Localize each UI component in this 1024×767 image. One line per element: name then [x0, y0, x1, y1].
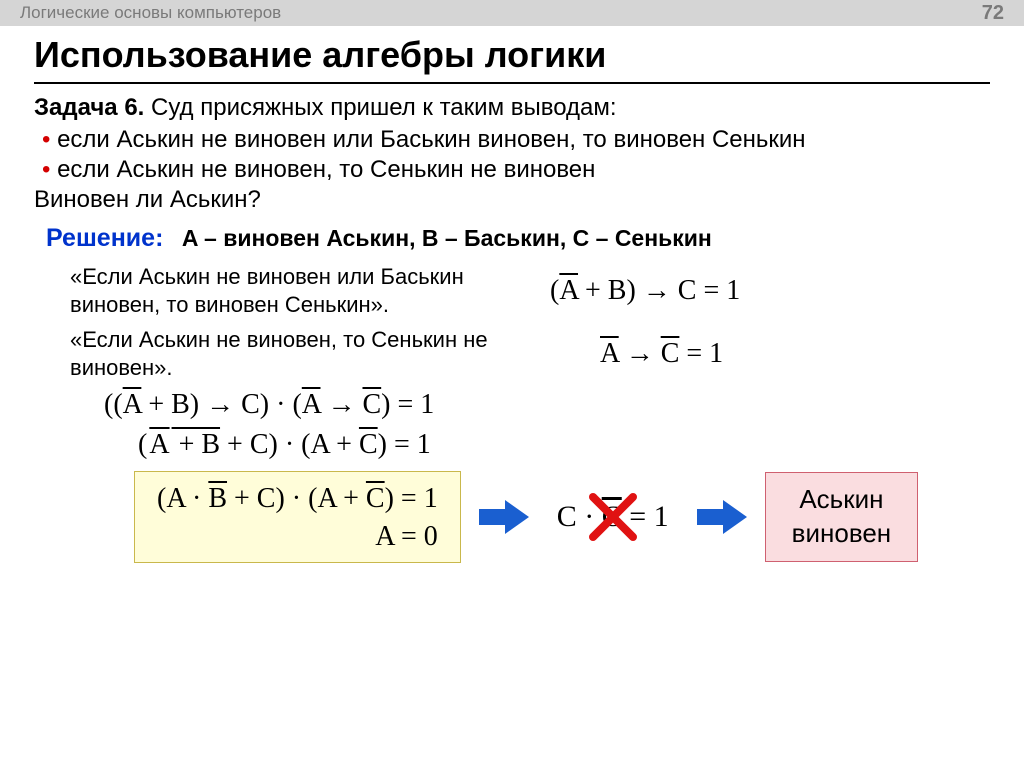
page-title: Использование алгебры логики: [34, 34, 990, 84]
formula-2: A → C = 1: [600, 338, 723, 370]
premise-2-text: «Если Аськин не виновен, то Сенькин не в…: [70, 326, 510, 381]
bullet-1-text: если Аськин не виновен или Баськин винов…: [57, 126, 805, 153]
header-topic: Логические основы компьютеров: [20, 3, 281, 23]
answer-line-2: виновен: [792, 518, 892, 548]
bullet-1: • если Аськин не виновен или Баськин вин…: [46, 126, 990, 154]
task-label: Задача 6.: [34, 94, 144, 121]
derivation-line-2: (A + B + C) · (A + C) = 1: [104, 429, 990, 461]
header-bar: Логические основы компьютеров 72: [0, 0, 1024, 26]
arrow-icon: [479, 500, 529, 534]
derivation-line-1: ((A + B) → C) · (A → C) = 1: [104, 389, 990, 421]
slide-content: Использование алгебры логики Задача 6. С…: [0, 26, 1024, 563]
answer-box: Аськин виновен: [765, 472, 919, 562]
solution-header: Решение: A – виновен Аськин, B – Баськин…: [34, 224, 990, 253]
task-intro: Задача 6. Суд присяжных пришел к таким в…: [34, 94, 990, 122]
result-row: (A · B + C) · (A + C) = 1 A = 0 C · C = …: [34, 471, 990, 563]
task-question: Виновен ли Аськин?: [34, 186, 990, 214]
premise-row-2: «Если Аськин не виновен, то Сенькин не в…: [34, 326, 990, 381]
derivation-block: ((A + B) → C) · (A → C) = 1 (A + B + C) …: [34, 389, 990, 461]
bullet-2: • если Аськин не виновен, то Сенькин не …: [46, 156, 990, 184]
arrow-icon: [697, 500, 747, 534]
bullet-2-text: если Аськин не виновен, то Сенькин не ви…: [57, 156, 595, 183]
solution-label: Решение:: [46, 224, 163, 252]
answer-line-1: Аськин: [799, 484, 883, 514]
page-number: 72: [982, 2, 1004, 25]
contradiction-formula: C · C = 1: [547, 500, 679, 534]
premise-row-1: «Если Аськин не виновен или Баськин вино…: [34, 263, 990, 318]
bullet-dot-icon: •: [42, 126, 50, 153]
formula-1: (A + B) → C = 1: [550, 275, 740, 307]
solution-legend: A – виновен Аськин, B – Баськин, C – Сен…: [182, 225, 712, 251]
bullet-dot-icon: •: [42, 156, 50, 183]
premise-1-text: «Если Аськин не виновен или Баськин вино…: [70, 263, 510, 318]
task-intro-text: Суд присяжных пришел к таким выводам:: [144, 94, 616, 121]
yellow-result-box: (A · B + C) · (A + C) = 1 A = 0: [134, 471, 461, 563]
